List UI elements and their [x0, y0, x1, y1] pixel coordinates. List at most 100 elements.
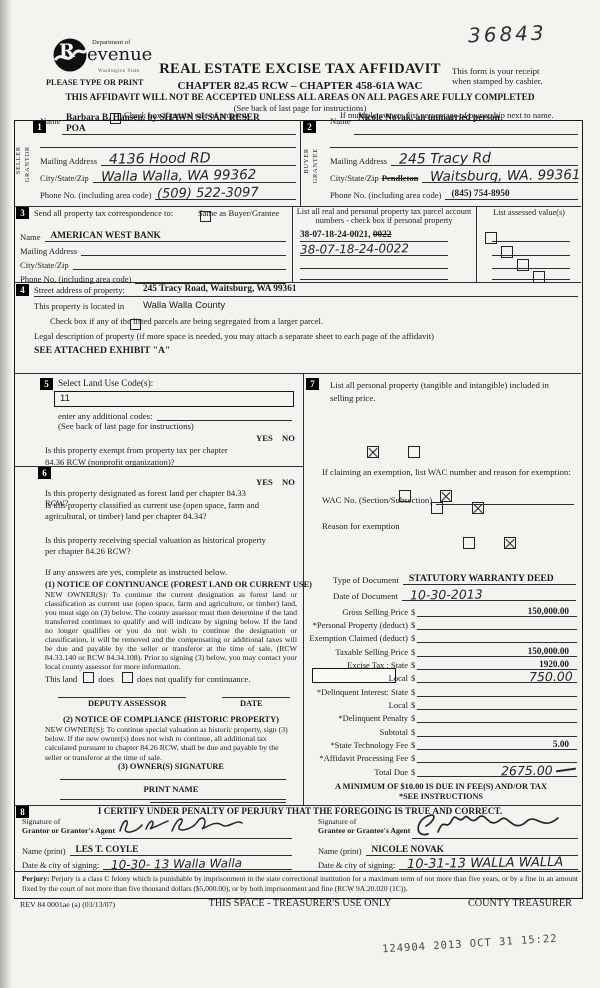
buyer-mailing-label: Mailing Address: [330, 156, 388, 166]
section-6-number: 6: [38, 467, 51, 479]
doc-type-value: STATUTORY WARRANTY DEED: [408, 573, 554, 584]
fee-row-affidavit-fee: *Affidavit Processing Fee $: [305, 750, 577, 763]
located-in-value: Walla Walla County: [143, 300, 226, 311]
fee-row-total-due: Total Due $2675.00: [305, 763, 577, 778]
multiple-owners-note: If multiple owners, list percentage of o…: [340, 110, 554, 120]
segregated-checkbox: [130, 319, 141, 330]
divider: [303, 373, 304, 805]
land-use-code-value: 11: [60, 393, 70, 404]
date-label: DATE: [240, 699, 263, 708]
section-5-number: 5: [40, 378, 53, 390]
seller-side-label: SELLER: [15, 146, 22, 175]
fee-row-subtotal: Subtotal $: [305, 724, 577, 737]
underline: [300, 268, 448, 269]
deputy-assessor-line: [58, 697, 186, 698]
exemption-intro: If claiming an exemption, list WAC numbe…: [322, 467, 571, 477]
print-name-label: PRINT NAME: [143, 784, 199, 794]
forest-yes-checkbox: [399, 490, 411, 502]
segregated-label: Check box if any of the listed parcels a…: [50, 316, 324, 326]
seller-name-value: Barbara B. Hansen, by SHAWN SUSAN RESER: [66, 113, 260, 123]
perjury-notice: Perjury: Perjury is a class C felony whi…: [22, 874, 578, 894]
section-2-number: 2: [303, 121, 316, 133]
scan-edge-shadow: [0, 0, 12, 988]
underline: [330, 147, 578, 148]
grantee-side-label: GRANTEE: [312, 148, 319, 184]
current-use-no-checkbox: [472, 502, 484, 514]
this-land-label: This land: [45, 674, 78, 684]
divider: [300, 120, 301, 206]
s3-phone-row: Phone No. (including area code): [20, 270, 286, 284]
historic-no-checkbox: [504, 537, 516, 549]
doc-type-line: STATUTORY WARRANTY DEED: [402, 573, 576, 585]
exempt-question-line2: 84.36 RCW (nonprofit organization)?: [45, 457, 175, 467]
seller-phone-row: Phone No. (including area code) (509) 52…: [40, 185, 296, 202]
wac-line: [436, 493, 574, 505]
section-1-number: 1: [33, 121, 46, 133]
fee-row-exemption: Exemption Claimed (deduct) $: [305, 630, 577, 643]
s5-no-header: NO: [282, 433, 295, 443]
continuance-title: (1) NOTICE OF CONTINUANCE (FOREST LAND O…: [45, 580, 312, 589]
reason-for-exemption-label: Reason for exemption: [322, 521, 400, 531]
land-does-checkbox: [83, 672, 95, 683]
fee-row-excise-state: Excise Tax : State $1920.00: [305, 657, 577, 670]
if-yes-note: If any answers are yes, complete as inst…: [45, 567, 228, 577]
same-as-buyer-label: Same as Buyer/Grantee: [198, 208, 280, 218]
buyer-name-label: Name: [330, 116, 351, 126]
buyer-side-label: BUYER: [303, 148, 310, 174]
personal-property-checkbox-1: [485, 232, 497, 244]
form-chapter: CHAPTER 82.45 RCW – CHAPTER 458-61A WAC: [177, 80, 423, 92]
personal-property-intro: List all personal property (tangible and…: [330, 380, 549, 404]
underline: [492, 268, 570, 269]
certify-statement: I CERTIFY UNDER PENALTY OF PERJURY THAT …: [97, 806, 503, 816]
compliance-title: (2) NOTICE OF COMPLIANCE (HISTORIC PROPE…: [63, 715, 279, 724]
parcel-number-1: 38-07-18-24-0021, 0022: [300, 230, 392, 240]
fee-row-local2: Local $: [305, 697, 577, 710]
grantee-name-row: Name (print) NICOLE NOVAK: [318, 843, 578, 856]
divider: [14, 373, 581, 374]
additional-codes-line: [156, 409, 292, 421]
current-use-question-line1: Is this property classified as current u…: [45, 500, 260, 510]
parcel-1-struck: 0022: [372, 230, 392, 240]
buyer-city-value: Waitsburg, WA. 99361: [430, 166, 582, 186]
qualify-line: This land does does not qualify for cont…: [45, 672, 250, 684]
grantor-date-value: 10-30- 13 Walla Walla: [111, 856, 243, 872]
grantee-date-city-label: Date & city of signing:: [318, 861, 396, 870]
doc-date-value: 10-30-2013: [409, 586, 483, 603]
continuance-body: NEW OWNER(S): To continue the current de…: [45, 590, 297, 671]
underline: [492, 255, 570, 256]
personal-property-checkbox-2: [501, 246, 513, 258]
seller-mailing-line: 4136 Hood RD: [101, 150, 296, 168]
handwritten-form-number: 36843: [467, 20, 548, 48]
land-use-code-box: [54, 391, 294, 407]
partial-sale-checkbox: [110, 113, 121, 124]
local-tax-stamp-box: [312, 668, 396, 683]
s3-city-line: [72, 258, 286, 270]
historic-question-line2: per chapter 84.26 RCW?: [45, 546, 131, 556]
grantor-name-row: Name (print) LES T. COYLE: [22, 843, 292, 856]
underline: [62, 134, 296, 135]
personal-property-checkbox-3: [517, 259, 529, 271]
dept-of-label: Department of: [92, 39, 131, 46]
buyer-phone-line: (845) 754-8950: [445, 188, 578, 200]
street-address-value: 245 Tracy Road, Waitsburg, WA 99361: [143, 284, 297, 294]
section-4-number: 4: [16, 284, 29, 296]
personal-property-checkbox-4: [533, 271, 545, 283]
buyer-name-value: Nicole Novak, an unmarried person: [358, 113, 500, 123]
legal-description-value: SEE ATTACHED EXHIBIT "A": [34, 345, 171, 356]
s3-city-label: City/State/Zip: [20, 260, 69, 270]
fee-row-gross: Gross Selling Price $150,000.00: [305, 604, 577, 617]
parcel-header-line1: List all real and personal property tax …: [296, 207, 472, 216]
additional-codes-row: enter any additional codes:: [58, 408, 292, 421]
buyer-city-struck-text: Pendleton: [381, 173, 419, 183]
grantor-agent-label: Grantor or Grantor's Agent: [22, 826, 116, 835]
parcel-header-line2: numbers - check box if personal property: [315, 216, 453, 225]
grantor-date-city-label: Date & city of signing:: [22, 861, 100, 870]
send-correspondence-label: Send all property tax correspondence to:: [34, 208, 174, 218]
perjury-label: Perjury:: [22, 874, 50, 883]
s3-name-value: AMERICAN WEST BANK: [50, 231, 161, 241]
buyer-mailing-row: Mailing Address 245 Tracy Rd: [330, 150, 578, 168]
seller-mailing-label: Mailing Address: [40, 156, 98, 166]
section-3-number: 3: [16, 207, 29, 219]
grantee-signature-line: [412, 838, 578, 839]
